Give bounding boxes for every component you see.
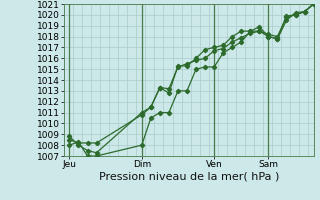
X-axis label: Pression niveau de la mer( hPa ): Pression niveau de la mer( hPa ) — [99, 172, 279, 182]
